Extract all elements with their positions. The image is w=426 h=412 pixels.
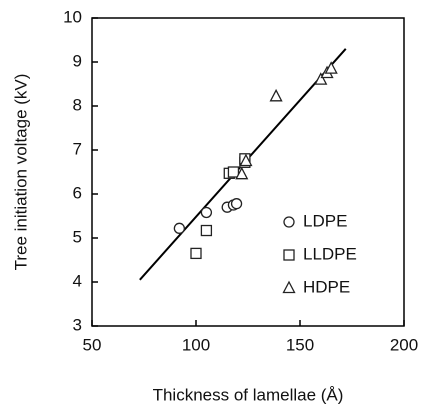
legend-label: HDPE	[303, 277, 350, 296]
x-axis-title: Thickness of lamellae (Å)	[153, 385, 344, 404]
point	[324, 61, 338, 74]
point	[239, 153, 253, 167]
point	[200, 224, 213, 237]
legend-marker	[282, 280, 296, 294]
legend-marker	[283, 249, 295, 261]
y-tick-label: 10	[63, 7, 82, 26]
y-tick-label: 3	[73, 315, 82, 334]
point	[269, 88, 283, 102]
legend-marker	[283, 216, 295, 228]
y-tick-label: 6	[73, 183, 82, 202]
y-axis-title: Tree initiation voltage (kV)	[11, 74, 30, 271]
point	[227, 166, 240, 178]
point	[235, 166, 249, 180]
plot-frame	[91, 17, 405, 327]
x-tick-label: 100	[182, 335, 210, 354]
x-tick-label: 200	[390, 335, 418, 354]
legend-label: LLDPE	[303, 244, 357, 263]
point	[230, 198, 243, 210]
point	[200, 206, 213, 219]
y-tick-label: 7	[73, 139, 82, 158]
x-tick-label: 50	[83, 335, 102, 354]
y-tick-label: 5	[73, 227, 82, 246]
point	[190, 247, 202, 260]
y-tick-label: 8	[73, 95, 82, 114]
legend-label: LDPE	[303, 211, 347, 230]
y-tick-label: 9	[73, 51, 82, 70]
point	[314, 72, 328, 85]
point	[173, 222, 186, 234]
x-tick-label: 150	[286, 335, 314, 354]
y-tick-label: 4	[73, 271, 82, 290]
